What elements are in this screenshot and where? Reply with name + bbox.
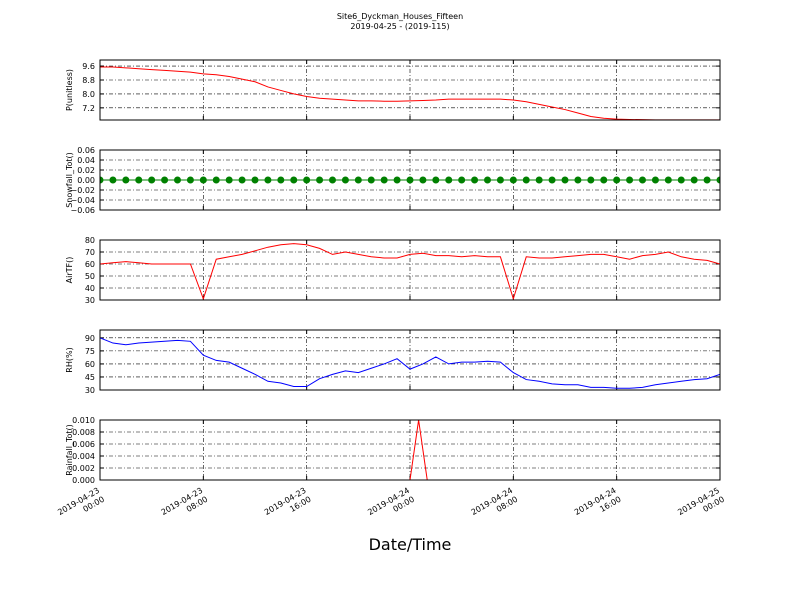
y-tick-label: 0.02 <box>77 166 95 175</box>
y-tick-label: 0.008 <box>72 428 95 437</box>
y-tick-label: −0.06 <box>70 206 95 215</box>
y-tick-label: 80 <box>85 236 95 245</box>
marker <box>496 176 504 184</box>
marker <box>174 176 181 184</box>
y-tick-label: 40 <box>85 284 95 293</box>
marker <box>290 176 298 184</box>
marker <box>161 176 169 184</box>
marker <box>522 176 530 184</box>
marker <box>251 176 259 184</box>
marker <box>484 176 491 184</box>
y-tick-label: 0.04 <box>77 156 95 165</box>
marker <box>122 176 130 184</box>
marker <box>277 176 285 184</box>
marker <box>100 176 104 184</box>
y-axis-label: RH(%) <box>65 347 74 372</box>
y-tick-label: 9.6 <box>82 62 95 71</box>
marker <box>587 176 595 184</box>
marker <box>664 176 672 184</box>
marker <box>367 176 375 184</box>
marker <box>393 176 401 184</box>
marker <box>600 176 608 184</box>
marker <box>225 176 233 184</box>
line <box>100 66 720 120</box>
marker <box>613 176 621 184</box>
y-tick-label: 0.000 <box>72 476 95 485</box>
marker <box>380 176 388 184</box>
plot-frame <box>99 419 721 481</box>
y-tick-label: 0.06 <box>77 146 95 155</box>
y-tick-label: 30 <box>85 296 95 305</box>
marker <box>264 176 272 184</box>
marker <box>432 176 440 184</box>
marker <box>690 176 698 184</box>
marker <box>148 176 156 184</box>
y-tick-label: −0.02 <box>70 186 95 195</box>
marker <box>238 176 246 184</box>
marker <box>212 176 220 184</box>
marker <box>548 176 556 184</box>
marker <box>316 176 324 184</box>
line <box>100 337 720 389</box>
y-tick-label: 50 <box>85 272 95 281</box>
y-tick-label: 0.006 <box>72 440 95 449</box>
y-tick-label: −0.04 <box>70 196 95 205</box>
y-axis-label: AirTF() <box>65 257 74 284</box>
series <box>100 66 720 120</box>
marker <box>471 176 479 184</box>
y-axis-label: Rainfall_Tot() <box>65 424 74 476</box>
marker <box>135 176 143 184</box>
title: Site6_Dyckman_Houses_Fifteen <box>337 12 463 21</box>
y-axis-label: P(unitless) <box>65 69 74 111</box>
marker <box>341 176 349 184</box>
subtitle: 2019-04-25 - (2019-115) <box>350 22 449 31</box>
marker <box>445 176 453 184</box>
y-tick-label: 70 <box>85 248 95 257</box>
y-tick-label: 60 <box>85 360 95 369</box>
y-axis-label: Snowfall_Tot() <box>65 152 74 208</box>
y-tick-label: 8.0 <box>82 90 95 99</box>
y-tick-label: 30 <box>85 386 95 395</box>
marker <box>677 176 685 184</box>
y-tick-label: 45 <box>85 373 95 382</box>
plot-frame <box>99 329 721 391</box>
marker <box>509 176 517 184</box>
y-tick-label: 75 <box>85 347 95 356</box>
series <box>100 243 720 300</box>
marker <box>574 176 582 184</box>
plot-frame <box>99 59 721 121</box>
marker <box>329 176 336 184</box>
marker <box>651 176 659 184</box>
marker <box>199 176 207 184</box>
series <box>100 337 720 389</box>
y-tick-label: 8.8 <box>82 76 95 85</box>
marker <box>354 176 362 184</box>
marker <box>406 176 414 184</box>
plot-frame <box>99 239 721 301</box>
y-tick-label: 0.00 <box>77 176 95 185</box>
series <box>100 176 720 184</box>
marker <box>419 176 427 184</box>
marker <box>535 176 543 184</box>
marker <box>458 176 466 184</box>
y-tick-label: 0.002 <box>72 464 95 473</box>
y-tick-label: 60 <box>85 260 95 269</box>
x-axis-label: Date/Time <box>369 535 452 554</box>
marker <box>626 176 634 184</box>
marker <box>303 176 311 184</box>
marker <box>639 176 646 184</box>
y-tick-label: 0.010 <box>72 416 95 425</box>
marker <box>716 176 720 184</box>
y-tick-label: 0.004 <box>72 452 95 461</box>
marker <box>186 176 194 184</box>
marker <box>109 176 117 184</box>
plot-frame <box>99 149 721 211</box>
y-tick-label: 90 <box>85 334 95 343</box>
marker <box>703 176 711 184</box>
line <box>100 243 720 300</box>
y-tick-label: 7.2 <box>82 104 95 113</box>
marker <box>561 176 569 184</box>
